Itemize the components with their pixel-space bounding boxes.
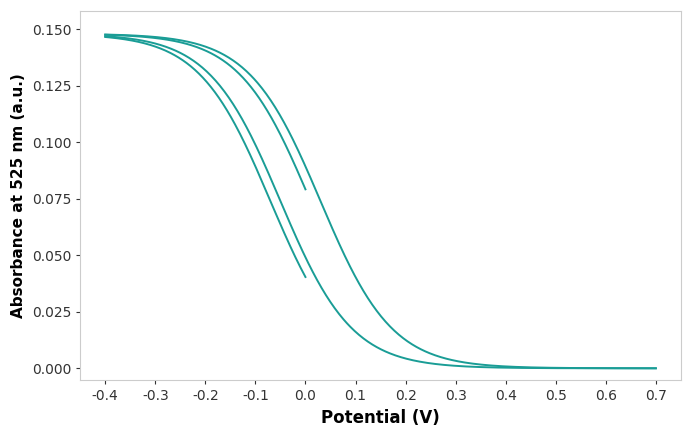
Y-axis label: Absorbance at 525 nm (a.u.): Absorbance at 525 nm (a.u.) <box>11 73 26 318</box>
X-axis label: Potential (V): Potential (V) <box>321 409 440 427</box>
